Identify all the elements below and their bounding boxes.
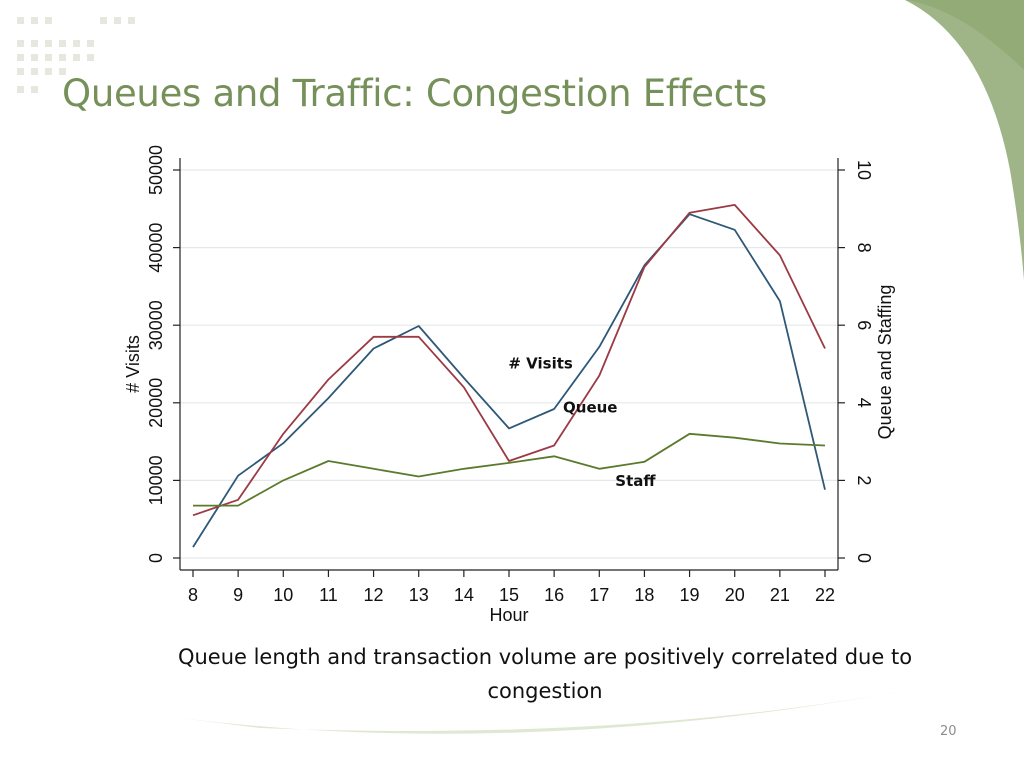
decorative-dot bbox=[31, 40, 38, 47]
decorative-dot bbox=[100, 17, 107, 24]
x-tick-label: 8 bbox=[188, 585, 198, 605]
y-tick-label: 20000 bbox=[146, 378, 166, 428]
series-annotation: Queue bbox=[563, 399, 617, 417]
x-tick-label: 21 bbox=[770, 585, 790, 605]
y-tick-label: 50000 bbox=[146, 145, 166, 195]
decorative-dot bbox=[73, 54, 80, 61]
page-number: 20 bbox=[940, 724, 957, 739]
x-tick-label: 18 bbox=[634, 585, 654, 605]
decorative-dot bbox=[17, 68, 24, 75]
decorative-dot bbox=[45, 68, 52, 75]
decorative-dot bbox=[17, 40, 24, 47]
chart-ticks: 0 10000 20000 30000 40000 50000 0 2 4 6 8 10 8 9 10 11 1… bbox=[146, 145, 874, 605]
decorative-dot bbox=[31, 17, 38, 24]
x-tick-label: 22 bbox=[815, 585, 835, 605]
series-line-staff bbox=[193, 432, 826, 507]
x-tick-label: 9 bbox=[233, 585, 243, 605]
chart-plot-background bbox=[144, 140, 920, 632]
decorative-dot bbox=[59, 40, 66, 47]
y2-tick-label: 2 bbox=[854, 475, 874, 485]
x-tick-label: 19 bbox=[680, 585, 700, 605]
y2-tick-label: 10 bbox=[854, 160, 874, 180]
x-tick-label: 14 bbox=[454, 585, 474, 605]
x-tick-label: 12 bbox=[364, 585, 384, 605]
series-annotation: Staff bbox=[615, 472, 656, 490]
x-tick-label: 20 bbox=[725, 585, 745, 605]
decorative-dot bbox=[31, 86, 38, 93]
decorative-dot bbox=[59, 68, 66, 75]
decorative-dot bbox=[17, 86, 24, 93]
decorative-dot bbox=[59, 54, 66, 61]
decorative-dot bbox=[17, 54, 24, 61]
slide-title: Queues and Traffic: Congestion Effects bbox=[62, 72, 767, 115]
series-line-queue bbox=[192, 203, 826, 517]
x-tick-label: 11 bbox=[319, 585, 338, 605]
y2-axis-label: Queue and Staffing bbox=[875, 285, 895, 440]
decorative-dot bbox=[87, 40, 94, 47]
y-tick-label: 30000 bbox=[146, 300, 166, 350]
decorative-dot bbox=[45, 40, 52, 47]
y2-tick-label: 8 bbox=[854, 243, 874, 253]
x-tick-label: 15 bbox=[499, 585, 519, 605]
y-axis-label: # Visits bbox=[123, 335, 143, 393]
chart-gridlines bbox=[180, 169, 838, 559]
chart-series bbox=[192, 203, 826, 548]
chart-annotations: # Visits Queue Staff bbox=[508, 355, 656, 491]
x-axis-label: Hour bbox=[489, 605, 528, 625]
x-tick-label: 17 bbox=[589, 585, 609, 605]
x-tick-label: 13 bbox=[409, 585, 429, 605]
series-line-visits bbox=[192, 213, 826, 548]
decorative-dot bbox=[45, 17, 52, 24]
y2-tick-label: 0 bbox=[854, 553, 874, 563]
y-tick-label: 40000 bbox=[146, 223, 166, 273]
decorative-dot bbox=[31, 68, 38, 75]
decorative-dot bbox=[87, 54, 94, 61]
decorative-dot bbox=[128, 17, 135, 24]
series-annotation: # Visits bbox=[508, 355, 573, 373]
decorative-dot bbox=[45, 54, 52, 61]
x-tick-label: 16 bbox=[544, 585, 564, 605]
decorative-dot bbox=[31, 54, 38, 61]
y2-tick-label: 6 bbox=[854, 320, 874, 330]
y-tick-label: 10000 bbox=[146, 455, 166, 505]
x-tick-label: 10 bbox=[273, 585, 293, 605]
decorative-dot bbox=[17, 17, 24, 24]
decorative-dot bbox=[114, 17, 121, 24]
decorative-dot bbox=[73, 40, 80, 47]
slide-caption: Queue length and transaction volume are … bbox=[177, 645, 913, 703]
congestion-line-chart: 0 10000 20000 30000 40000 50000 0 2 4 6 8 10 8 9 10 11 1… bbox=[123, 140, 920, 632]
y2-tick-label: 4 bbox=[854, 398, 874, 408]
y-tick-label: 0 bbox=[146, 553, 166, 563]
